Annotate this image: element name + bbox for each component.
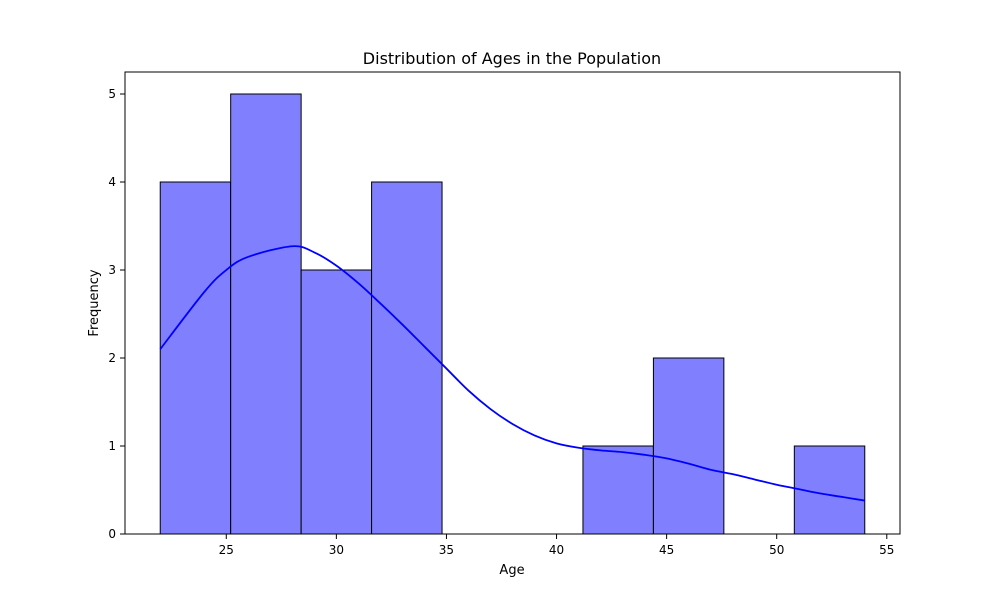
y-tick-label: 2 [108,351,116,365]
histogram-bar-6 [582,445,654,535]
x-tick-label: 30 [329,543,344,557]
x-tick-label: 50 [769,543,784,557]
histogram-bar-3 [371,181,443,535]
histogram-bar-7 [652,357,725,535]
histogram-bar-1 [230,93,302,535]
y-tick-label: 0 [108,527,116,541]
y-axis-ticks: 0 1 2 3 4 5 [108,87,125,541]
x-tick-label: 45 [659,543,674,557]
histogram-bar-2 [300,269,373,535]
y-tick-label: 5 [108,87,116,101]
x-tick-label: 35 [439,543,454,557]
plot-frame [124,71,901,535]
y-axis-label: Frequency [87,269,102,336]
histogram-bars [159,93,866,535]
y-tick-label: 1 [108,439,116,453]
y-tick-label: 4 [108,175,116,189]
x-tick-label: 55 [879,543,894,557]
x-tick-label: 40 [549,543,564,557]
y-tick-label: 3 [108,263,116,277]
x-axis-label: Age [499,563,524,578]
chart-title: Distribution of Ages in the Population [363,49,661,68]
x-axis-ticks: 25 30 35 40 45 50 55 [219,534,894,557]
kde-curve [159,245,865,502]
x-tick-label: 25 [219,543,234,557]
histogram-bar-0 [159,181,232,535]
